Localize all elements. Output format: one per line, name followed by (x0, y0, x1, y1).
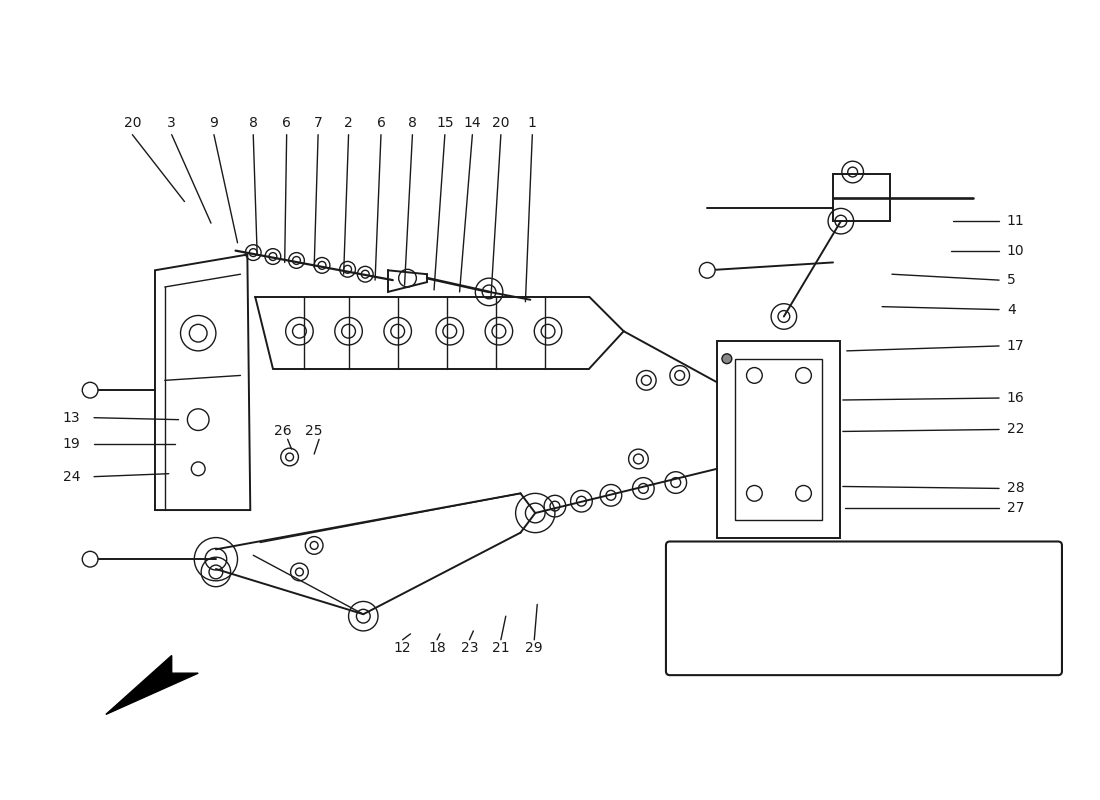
Polygon shape (155, 254, 251, 510)
Text: 21: 21 (492, 641, 509, 654)
Text: 13: 13 (63, 410, 80, 425)
Text: 7: 7 (314, 116, 322, 130)
Bar (688, 610, 739, 644)
Text: 23: 23 (461, 641, 478, 654)
Text: 9: 9 (209, 116, 219, 130)
Text: 21: 21 (799, 633, 816, 646)
Text: 6: 6 (376, 116, 385, 130)
Text: 16: 16 (1006, 391, 1025, 405)
Text: 11: 11 (1006, 214, 1025, 228)
Text: 27: 27 (1006, 501, 1024, 515)
Bar (833, 174, 890, 221)
Text: 15: 15 (436, 116, 453, 130)
Text: 19: 19 (63, 438, 80, 451)
Text: 17: 17 (1006, 339, 1024, 353)
Text: 10: 10 (1006, 244, 1024, 258)
Text: 4: 4 (1006, 302, 1015, 317)
Circle shape (700, 262, 715, 278)
Text: 18: 18 (428, 641, 446, 654)
Text: 6: 6 (283, 116, 292, 130)
Circle shape (82, 382, 98, 398)
Text: 12: 12 (394, 641, 411, 654)
Text: 5: 5 (1006, 273, 1015, 287)
Polygon shape (106, 655, 198, 714)
Text: Valid till car . . . see note  1: Valid till car . . . see note 1 (773, 558, 983, 573)
Text: 3: 3 (167, 116, 176, 130)
Text: 14: 14 (463, 116, 481, 130)
Bar (735, 358, 822, 520)
Text: 8: 8 (249, 116, 257, 130)
Text: 2: 2 (344, 116, 353, 130)
Text: 24: 24 (63, 470, 80, 484)
Text: 26: 26 (274, 425, 292, 438)
Circle shape (82, 551, 98, 567)
Text: Vale fino alla vett. . . . vedi nota  1: Vale fino alla vett. . . . vedi nota 1 (751, 582, 1015, 597)
Text: 29: 29 (526, 641, 543, 654)
Circle shape (722, 354, 732, 364)
Text: 1: 1 (528, 116, 537, 130)
FancyBboxPatch shape (666, 542, 1062, 675)
Text: 20: 20 (123, 116, 141, 130)
Text: 25: 25 (306, 425, 323, 438)
Text: 22: 22 (1006, 422, 1024, 437)
Text: 28: 28 (1006, 482, 1024, 495)
Text: 20: 20 (492, 116, 509, 130)
Text: 8: 8 (408, 116, 417, 130)
Bar (717, 341, 840, 538)
